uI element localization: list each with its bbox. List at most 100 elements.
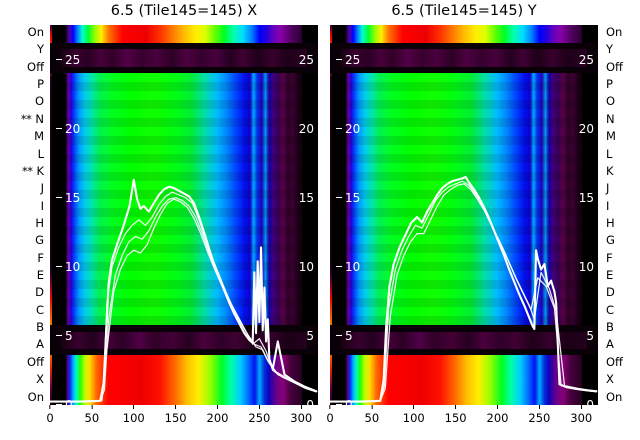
heatmap-panel-y[interactable]: 25 20 15 10 5 0 25 20 15 10 5 0	[330, 25, 598, 405]
panel-x-inner: 25 20 15 10 5 0 25 20 15 10 5 0	[50, 25, 318, 405]
y-tick-text: 10	[298, 259, 314, 274]
category-label-text: D	[606, 285, 615, 300]
category-label-left-h-11: H	[35, 216, 48, 231]
y-tick-mark	[336, 265, 342, 267]
category-label-left-on-21: On	[28, 390, 48, 405]
y-tick-label-5: 5	[56, 330, 73, 342]
y-tick-mark	[56, 404, 62, 405]
y-tick-text: 0	[586, 398, 594, 405]
y-tick-mark	[336, 58, 342, 60]
x-tick-label: 150	[164, 411, 187, 425]
x-tick-label: 150	[444, 411, 467, 425]
category-label-text: N	[35, 111, 44, 126]
category-label-left-g-12: G	[35, 233, 48, 248]
y-tick-mark	[56, 127, 62, 129]
category-label-right-a-18: A	[600, 337, 614, 352]
category-label-left-f-13: F	[37, 251, 48, 266]
category-axis-right: On Y Off P O N M L K J I H G F E D C B A Off X On	[600, 25, 640, 405]
x-tick-y-150: 150	[445, 405, 467, 424]
category-label-text: B	[36, 320, 44, 335]
category-label-text: On	[606, 25, 623, 39]
heat-band-bottom-x	[50, 355, 318, 405]
x-tick-x-100: 100	[123, 405, 145, 424]
category-label-text: C	[606, 302, 615, 317]
y-tick-text: 20	[345, 121, 361, 136]
y-tick-text: 0	[306, 398, 314, 405]
heatmap-panel-x[interactable]: 25 20 15 10 5 0 25 20 15 10 5 0	[50, 25, 318, 405]
x-tick-x-50: 50	[85, 405, 99, 424]
y-tick-text: 25	[298, 52, 314, 67]
category-label-left-k-8: ** K	[22, 164, 48, 179]
category-label-right-c-16: C	[600, 303, 614, 318]
category-label-text: B	[606, 320, 614, 335]
category-label-right-off-2: Off	[600, 60, 623, 75]
heat-band-main-x-gradient	[66, 73, 302, 325]
x-tick-label: 0	[46, 411, 54, 425]
y-tick-label-15: 15	[56, 192, 80, 204]
heat-band-main-y-gradient	[346, 73, 582, 325]
y-tick-label-10: 10	[56, 261, 80, 273]
y-tick-mark	[56, 334, 62, 336]
category-label-text: D	[35, 285, 44, 300]
heat-band-bottom-y-gradient	[346, 355, 582, 405]
category-label-left-off-19: Off	[27, 355, 48, 370]
category-label-right-n-5: N	[600, 112, 615, 127]
y-tick-label-0: 0	[336, 399, 353, 405]
x-tick-mark	[329, 405, 331, 409]
y-tick-label-10: 10	[336, 261, 360, 273]
category-label-text: On	[606, 389, 623, 404]
category-label-text: N	[606, 111, 615, 126]
x-tick-x-150: 150	[165, 405, 187, 424]
category-label-right-k-8: K	[600, 164, 614, 179]
y-tick-text: 15	[298, 190, 314, 205]
category-label-text: M	[34, 129, 44, 144]
category-label-left-c-16: C	[36, 303, 48, 318]
y-tick-mark	[336, 404, 342, 405]
x-tick-x-200: 200	[207, 405, 228, 424]
category-label-text: L	[37, 146, 44, 161]
y-tick-label-15: 15	[579, 192, 594, 204]
x-tick-y-300: 300	[570, 405, 592, 424]
heat-band-gap2-x	[50, 325, 318, 355]
category-label-text: C	[35, 302, 44, 317]
category-label-right-y-1: Y	[600, 42, 613, 57]
heat-band-main-x	[50, 73, 318, 325]
category-label-text: L	[606, 146, 613, 161]
category-label-right-on-21: On	[600, 390, 622, 405]
category-label-right-d-15: D	[600, 285, 615, 300]
y-tick-text: 5	[306, 328, 314, 343]
y-tick-label-0: 0	[586, 399, 594, 405]
y-tick-text: 25	[345, 52, 361, 67]
y-tick-label-15: 15	[299, 192, 314, 204]
category-label-text: Off	[606, 354, 623, 369]
category-label-text: E	[606, 268, 614, 283]
category-label-right-off-19: Off	[600, 355, 623, 370]
y-tick-text: 0	[65, 398, 73, 405]
y-tick-mark	[56, 196, 62, 198]
panel-title-x: 6.5 (Tile145=145) X	[110, 3, 258, 19]
category-label-left-n-5: ** N	[21, 112, 48, 127]
panel-title-y: 6.5 (Tile145=145) Y	[391, 3, 537, 19]
category-label-text: Off	[27, 354, 44, 369]
y-tick-label-25: 25	[56, 54, 80, 66]
y-tick-label-25: 25	[579, 54, 594, 66]
category-label-right-x-20: X	[600, 372, 614, 387]
heat-band-gap2-y	[330, 325, 598, 355]
heat-band-gap2-x-gradient	[60, 332, 308, 349]
category-label-right-h-11: H	[600, 216, 615, 231]
category-label-left-b-17: B	[36, 320, 48, 335]
heat-band-bottom-y	[330, 355, 598, 405]
category-label-right-f-13: F	[600, 251, 613, 266]
y-tick-text: 20	[578, 121, 594, 136]
y-tick-text: 15	[65, 190, 81, 205]
y-tick-text: 20	[298, 121, 314, 136]
heat-band-gap1-y	[330, 43, 598, 73]
y-tick-mark	[56, 58, 62, 60]
category-label-left-l-7: L	[38, 147, 48, 162]
y-tick-label-5: 5	[586, 330, 594, 342]
category-label-text: E	[36, 268, 44, 283]
heat-band-main-y	[330, 73, 598, 325]
category-label-right-m-6: M	[600, 129, 616, 144]
y-tick-text: 0	[345, 398, 353, 405]
